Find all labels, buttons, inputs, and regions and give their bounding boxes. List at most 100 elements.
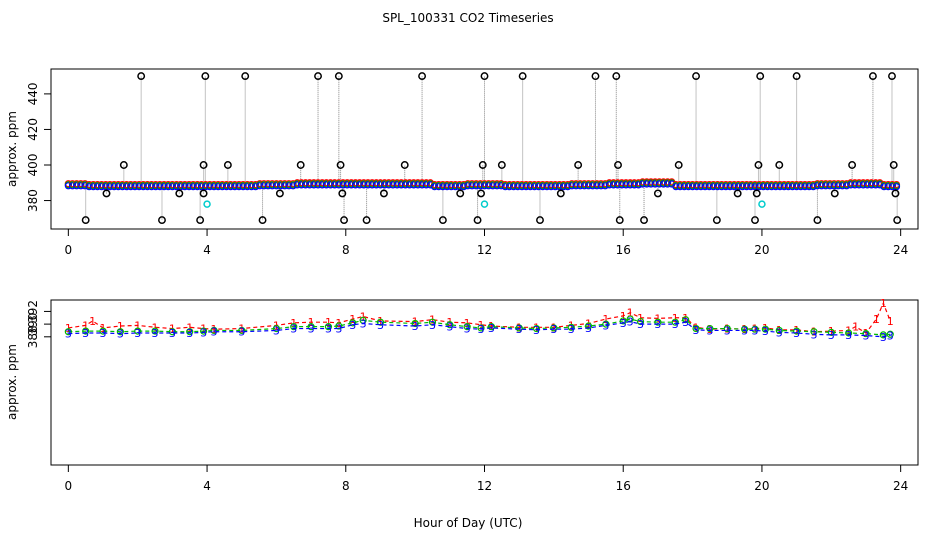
baseline-point — [522, 183, 530, 191]
series-point-2 — [602, 320, 610, 328]
baseline-point — [713, 183, 722, 191]
baseline-point — [468, 182, 476, 190]
series-point-3: 3 — [200, 326, 207, 339]
baseline-point — [880, 183, 888, 191]
series-point-1: 1 — [89, 315, 96, 328]
baseline-point — [830, 182, 838, 190]
baseline-point — [260, 182, 268, 190]
baseline-point — [872, 181, 880, 189]
baseline-point — [197, 183, 206, 191]
baseline-point — [285, 182, 293, 190]
series-point-2 — [567, 323, 575, 331]
series-point-2 — [550, 324, 558, 332]
outlier-point — [758, 200, 766, 208]
series-point-2 — [487, 323, 496, 331]
series-point-3: 3 — [724, 324, 731, 337]
series-point-3: 3 — [693, 324, 700, 337]
flagged-point — [518, 72, 527, 81]
flagged-point — [813, 216, 822, 225]
baseline-point — [497, 182, 505, 190]
series-point-2 — [376, 318, 385, 326]
baseline-point — [339, 181, 347, 189]
flagged-point — [574, 161, 583, 169]
baseline-point — [847, 181, 855, 189]
series-point-2 — [862, 330, 870, 338]
baseline-point — [813, 182, 822, 190]
flagged-point — [614, 161, 622, 169]
baseline-point — [89, 183, 97, 191]
y-tick-label: 392 — [26, 300, 40, 323]
baseline-point — [147, 183, 156, 191]
flagged-point — [751, 216, 759, 225]
x-tick-label: 24 — [893, 479, 908, 493]
baseline-point — [81, 182, 89, 190]
series-point-2 — [515, 324, 523, 332]
flagged-point — [175, 189, 184, 198]
series-point-1: 1 — [429, 314, 436, 327]
series-point-2 — [532, 324, 541, 333]
baseline-point — [422, 181, 430, 189]
series-point-1: 1 — [862, 327, 869, 340]
baseline-point — [643, 180, 651, 188]
series-point-3: 3 — [238, 326, 245, 339]
series-point-1: 1 — [412, 316, 419, 329]
baseline-point — [306, 181, 314, 189]
baseline-point — [272, 182, 281, 190]
flagged-point — [556, 189, 565, 198]
series-point-3: 3 — [377, 319, 384, 332]
series-point-2 — [335, 322, 343, 330]
flagged-point — [102, 189, 111, 198]
baseline-point — [551, 183, 559, 191]
top-panel: 0 4 8 12 16 20 24 380 400 420 440 approx. ppm — [5, 68, 919, 257]
flagged-point — [674, 161, 683, 169]
flagged-point — [158, 216, 166, 225]
series-point-3: 3 — [516, 323, 523, 336]
baseline-point — [185, 183, 193, 191]
baseline-point — [801, 183, 809, 191]
baseline-point — [376, 181, 385, 189]
flagged-point — [591, 72, 600, 81]
flagged-point — [379, 189, 388, 198]
baseline-point — [85, 183, 93, 191]
baseline-point — [123, 183, 131, 191]
baseline-point — [834, 182, 842, 190]
baseline-point — [310, 181, 318, 189]
baseline-point — [589, 182, 597, 190]
series-point-1: 1 — [568, 319, 575, 332]
flagged-point — [640, 216, 648, 225]
flagged-point — [340, 216, 348, 225]
baseline-point — [838, 182, 846, 190]
baseline-point — [343, 181, 351, 189]
baseline-point — [293, 181, 301, 189]
baseline-point — [718, 183, 726, 191]
baseline-point — [480, 182, 489, 190]
baseline-point — [763, 183, 772, 191]
y-tick-label: 420 — [26, 118, 40, 141]
baseline-point — [884, 183, 892, 191]
baseline-point — [701, 183, 709, 191]
baseline-point — [435, 183, 443, 191]
baseline-point — [776, 183, 784, 191]
x-tick-label: 16 — [616, 479, 631, 493]
baseline-point — [747, 183, 755, 191]
baseline-point — [347, 181, 355, 189]
series-point-1: 1 — [134, 319, 141, 332]
series-point-3: 3 — [65, 328, 72, 341]
series-point-3: 3 — [550, 323, 557, 336]
baseline-point — [793, 183, 801, 191]
baseline-point — [768, 183, 776, 191]
series-point-1: 1 — [682, 312, 689, 325]
series-point-3: 3 — [845, 329, 852, 342]
baseline-point — [568, 182, 576, 190]
series-point-3: 3 — [752, 324, 759, 337]
series-point-2 — [706, 324, 714, 333]
baseline-point — [397, 181, 405, 189]
baseline-point — [93, 183, 102, 191]
y-tick-label: 440 — [26, 82, 40, 105]
series-point-3: 3 — [585, 322, 592, 335]
baseline-point — [356, 181, 364, 189]
baseline-point — [393, 181, 401, 189]
baseline-point — [430, 183, 439, 191]
flagged-point — [752, 189, 761, 198]
